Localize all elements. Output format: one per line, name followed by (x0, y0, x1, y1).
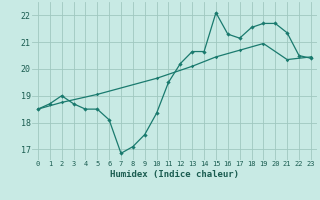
X-axis label: Humidex (Indice chaleur): Humidex (Indice chaleur) (110, 170, 239, 179)
